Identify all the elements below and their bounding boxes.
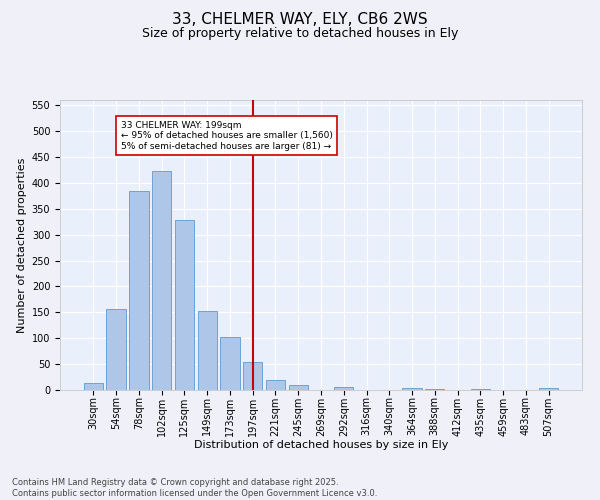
- Bar: [243, 362, 262, 390]
- Text: Contains HM Land Registry data © Crown copyright and database right 2025.
Contai: Contains HM Land Registry data © Crown c…: [12, 478, 377, 498]
- Bar: [266, 380, 285, 390]
- Bar: [129, 190, 149, 390]
- Text: 33, CHELMER WAY, ELY, CB6 2WS: 33, CHELMER WAY, ELY, CB6 2WS: [172, 12, 428, 28]
- Y-axis label: Number of detached properties: Number of detached properties: [17, 158, 28, 332]
- Bar: [539, 388, 558, 390]
- Bar: [106, 308, 126, 390]
- Bar: [220, 336, 239, 390]
- Bar: [84, 384, 103, 390]
- Bar: [403, 388, 422, 390]
- Bar: [289, 385, 308, 390]
- Bar: [152, 172, 172, 390]
- Bar: [197, 311, 217, 390]
- Text: Size of property relative to detached houses in Ely: Size of property relative to detached ho…: [142, 28, 458, 40]
- Text: 33 CHELMER WAY: 199sqm
← 95% of detached houses are smaller (1,560)
5% of semi-d: 33 CHELMER WAY: 199sqm ← 95% of detached…: [121, 120, 332, 150]
- Bar: [334, 387, 353, 390]
- Bar: [175, 220, 194, 390]
- X-axis label: Distribution of detached houses by size in Ely: Distribution of detached houses by size …: [194, 440, 448, 450]
